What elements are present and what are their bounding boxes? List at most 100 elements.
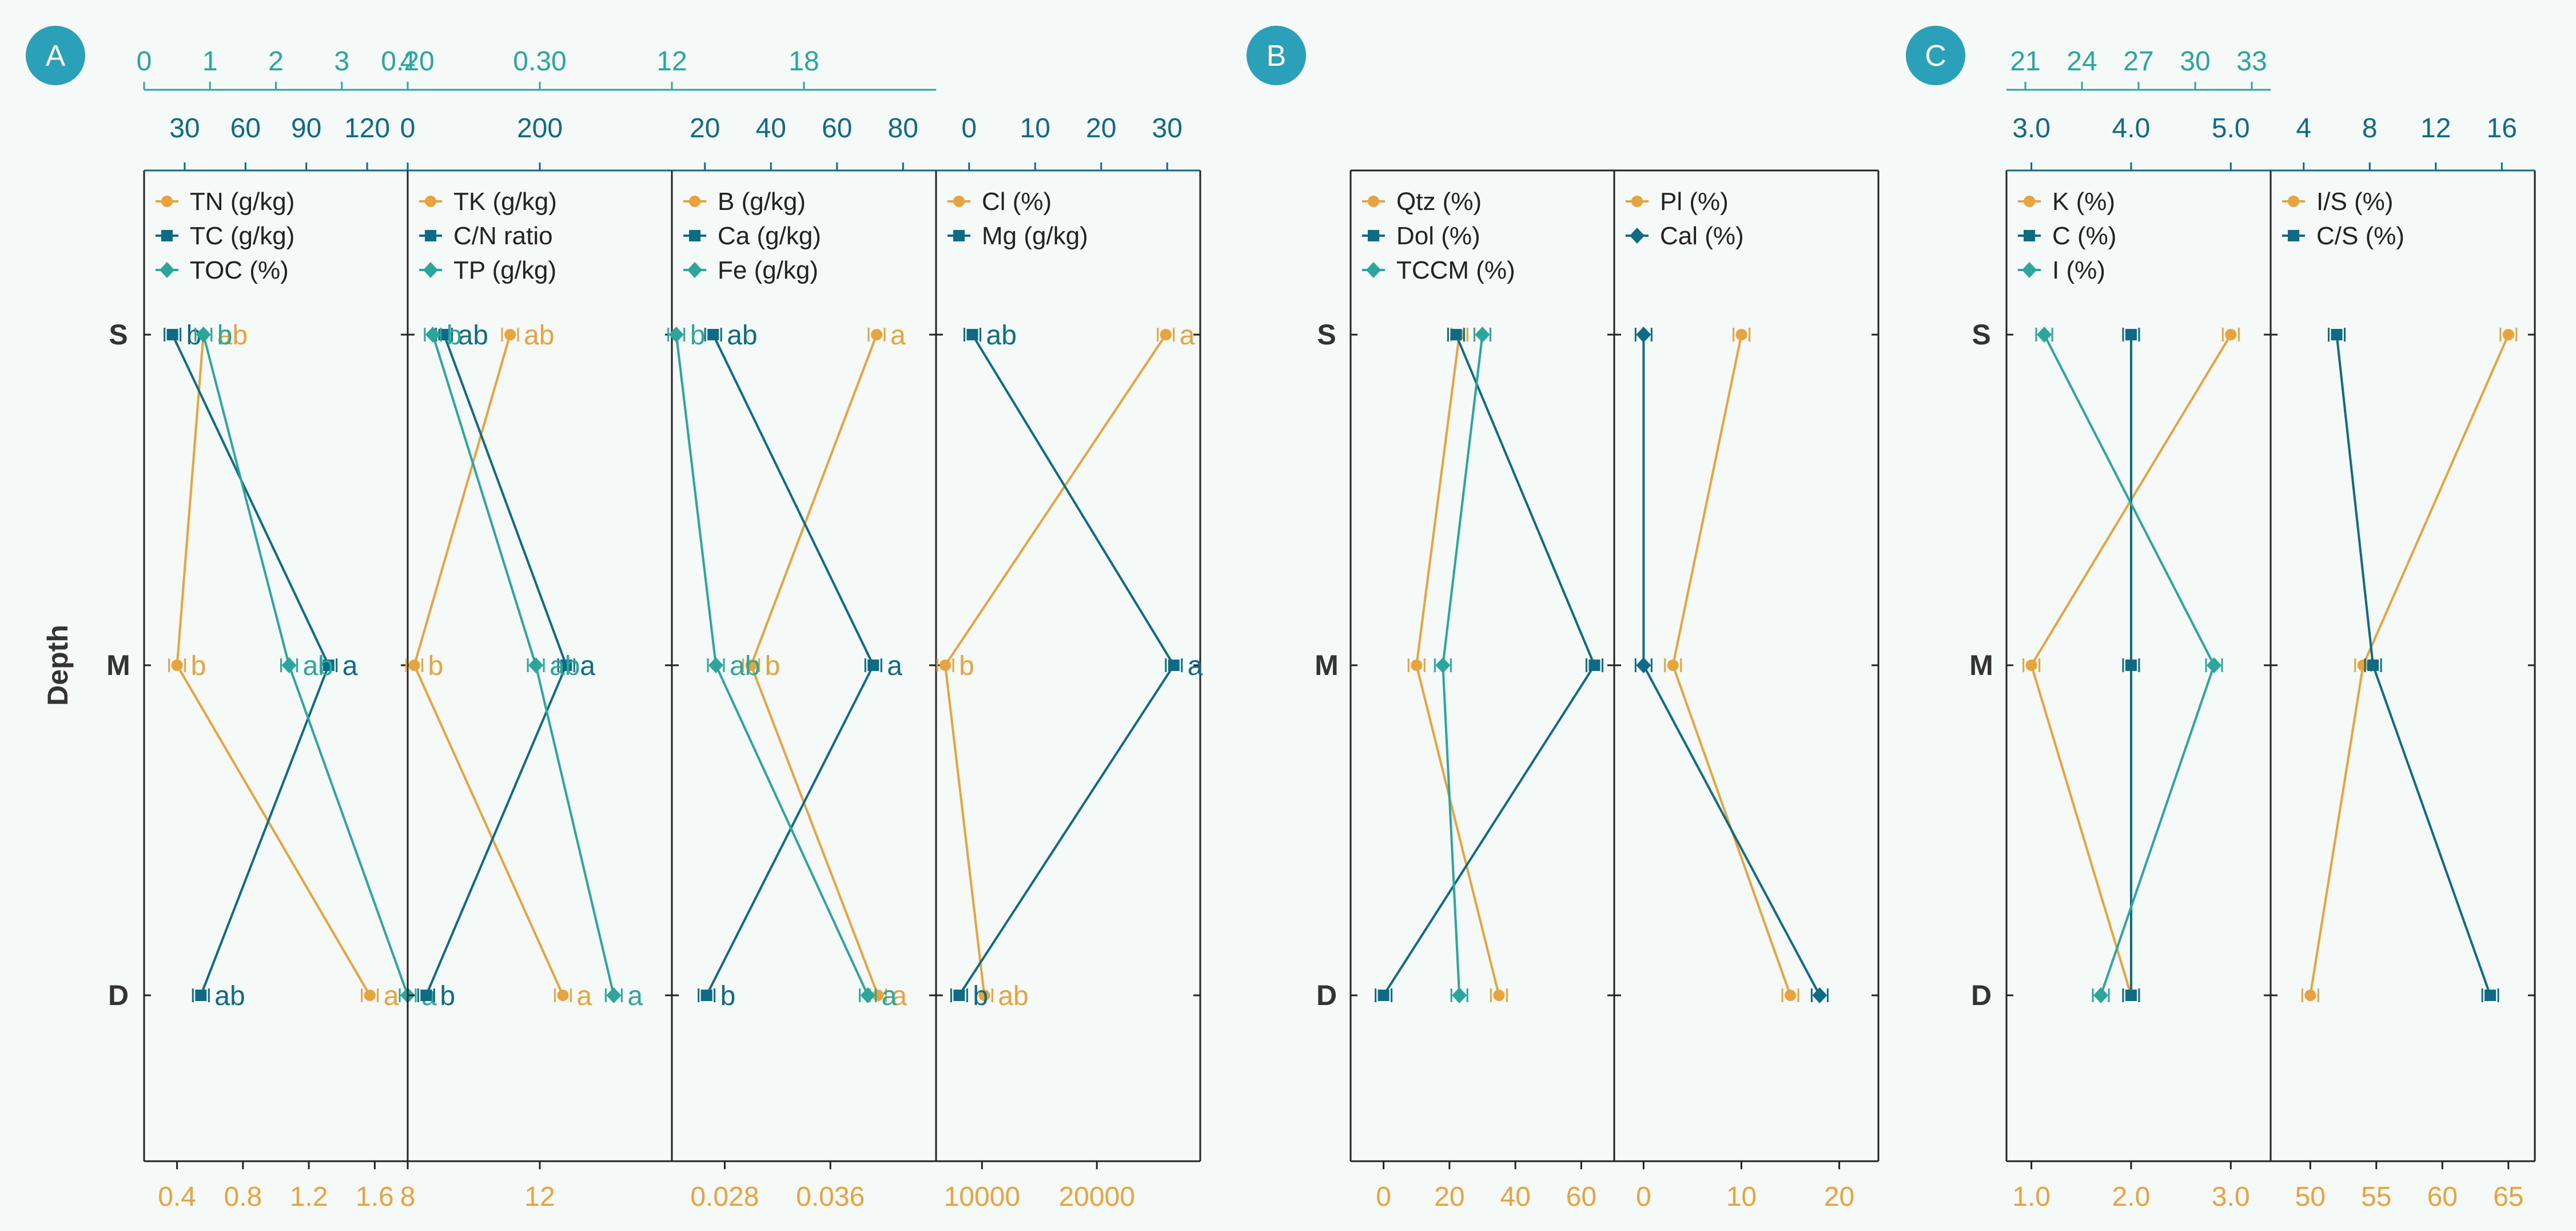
axis-bottom-tick-label: 60	[2427, 1182, 2458, 1212]
data-point-i-m	[2207, 657, 2221, 673]
series-line-i-s	[2309, 334, 2510, 996]
axis-top2-tick-label: 4	[400, 46, 416, 77]
legend-marker-k	[2024, 196, 2035, 207]
axis-bottom-tick-label: 40	[1500, 1182, 1530, 1212]
legend-label-c-s: C/S (%)	[2316, 222, 2404, 250]
axis-top1-tick-label: 90	[291, 113, 321, 144]
row-label-a-s: S	[109, 319, 128, 351]
data-point-k-m	[2025, 660, 2037, 671]
axis-top2-tick-label: 24	[2067, 46, 2097, 77]
depth-axis-label: Depth	[42, 625, 74, 706]
data-point-toc-m	[281, 657, 297, 673]
axis-top2-tick-label: 0.20	[381, 46, 434, 77]
axis-top1-tick-label: 80	[888, 113, 918, 144]
data-point-ca-g-kg-s	[707, 329, 719, 340]
legend-label-tp-g-kg: TP (g/kg)	[453, 256, 556, 284]
legend-marker-tccm	[1366, 262, 1381, 278]
data-point-dol-d	[1377, 990, 1389, 1001]
legend-marker-toc	[160, 262, 174, 278]
legend-label-tn-g-kg: TN (g/kg)	[190, 188, 294, 216]
axis-bottom-tick-label: 0	[1376, 1182, 1391, 1212]
sig-letter-tc-g-kg-d: ab	[214, 981, 245, 1011]
data-point-c-s-m	[2367, 660, 2379, 671]
data-point-tp-g-kg-d	[606, 987, 622, 1003]
axis-bottom-tick-label: 1.6	[356, 1182, 394, 1212]
data-point-k-s	[2225, 329, 2237, 340]
data-point-ca-g-kg-m	[867, 660, 879, 671]
axis-top1-tick-label: 0	[400, 113, 416, 144]
sig-letter-b-g-kg-d: a	[891, 981, 907, 1011]
data-point-i-s-s	[2502, 329, 2514, 340]
axis-bottom-tick-label: 0.036	[796, 1182, 865, 1212]
legend-marker-tp-g-kg	[423, 262, 438, 278]
panel-c2: 4 8 12 16 50 55 60 65 I/S (%) C/S (%)	[2270, 113, 2536, 1212]
series-line-mg-g-kg	[958, 333, 1176, 996]
axis-top1-tick-label: 5.0	[2212, 113, 2250, 144]
axis-top1-tick-label: 30	[1152, 113, 1183, 144]
legend-marker-tk-g-kg	[425, 196, 436, 207]
legend-label-dol: Dol (%)	[1396, 222, 1480, 250]
sig-letter-c-n-ratio-s: ab	[458, 320, 488, 351]
data-point-cl-d	[978, 990, 990, 1001]
axis-top2-tick-label: 27	[2123, 46, 2153, 77]
sig-letter-tk-g-kg-d: a	[576, 981, 592, 1011]
row-label-b-s: S	[1317, 319, 1336, 351]
row-label-a-m: M	[106, 649, 130, 681]
data-point-qtz-d	[1493, 990, 1505, 1001]
axis-bottom-tick-label: 20	[1824, 1182, 1854, 1212]
data-point-dol-s	[1450, 329, 1462, 340]
legend-marker-pl	[1631, 196, 1643, 207]
row-label-b-d: D	[1316, 979, 1337, 1011]
sig-letter-tp-g-kg-s: b	[447, 320, 462, 351]
legend-label-tccm: TCCM (%)	[1396, 256, 1515, 284]
legend-label-i-s: I/S (%)	[2316, 188, 2393, 216]
axis-bottom-tick-label: 0.028	[690, 1182, 759, 1212]
axis-bottom-tick-label: 65	[2493, 1182, 2523, 1212]
data-point-toc-s	[196, 327, 211, 343]
axis-bottom-tick-label: 20000	[1058, 1182, 1134, 1212]
data-point-tn-g-kg-m	[171, 660, 183, 671]
panel-badge-label-a: A	[46, 39, 66, 73]
data-point-cal-s	[1636, 327, 1651, 343]
legend-label-c-n-ratio: C/N ratio	[453, 222, 553, 250]
legend-label-c: C (%)	[2052, 222, 2116, 250]
depth-row-labels: S M D S M D S M D	[106, 319, 1993, 1011]
legend-marker-mg-g-kg	[953, 230, 965, 241]
sig-letter-c-n-ratio-m: a	[580, 651, 595, 681]
axis-bottom-tick-label: 2.0	[2112, 1182, 2151, 1212]
panel-a2: 0.20 0.30 0 200 8 12 TK (g/kg) C/N ratio TP (g/k…	[381, 46, 673, 1212]
axis-top1-tick-label: 20	[1086, 113, 1116, 144]
row-label-b-m: M	[1315, 649, 1339, 681]
axis-bottom-tick-label: 10000	[944, 1182, 1020, 1212]
data-point-mg-g-kg-d	[953, 990, 965, 1001]
legend-label-tk-g-kg: TK (g/kg)	[453, 188, 557, 216]
axis-top2-tick-label: 12	[656, 46, 687, 77]
axis-top1-tick-label: 8	[2362, 113, 2378, 144]
sig-letter-mg-g-kg-d: b	[973, 981, 988, 1011]
panel-a: 0 1 2 3 4 30 60 90 120 0.4 0.8 1.2 1.6 TN (g/kg) TC (g…	[137, 46, 437, 1212]
legend-label-cl: Cl (%)	[982, 188, 1052, 216]
axis-bottom-tick-label: 8	[400, 1182, 416, 1212]
panel-a3: 12 18 20 40 60 80 0.028 0.036 B (g/kg) Ca (g/kg) F…	[656, 46, 937, 1212]
data-point-tk-g-kg-s	[504, 329, 516, 340]
axis-top1-tick-label: 10	[1020, 113, 1050, 144]
legend-marker-cal	[1630, 228, 1645, 244]
data-point-b-g-kg-s	[871, 329, 883, 340]
sig-letter-b-g-kg-m: b	[765, 651, 781, 681]
data-point-qtz-m	[1411, 660, 1423, 671]
data-point-c-n-ratio-m	[560, 660, 572, 671]
data-point-tp-g-kg-m	[528, 657, 544, 673]
legend-marker-ca-g-kg	[689, 230, 700, 241]
axis-bottom-tick-label: 0.4	[158, 1182, 196, 1212]
legend-label-fe-g-kg: Fe (g/kg)	[718, 256, 818, 284]
data-point-fe-g-kg-s	[668, 327, 684, 343]
panel-b: 0 20 40 60 Qtz (%) Dol (%) TCCM (%)	[1349, 169, 1615, 1212]
legend-label-cal: Cal (%)	[1660, 222, 1744, 250]
data-point-b-g-kg-m	[745, 660, 757, 671]
axis-top1-tick-label: 0	[961, 113, 977, 144]
sig-letter-toc-m: ab	[303, 651, 333, 681]
legend-marker-fe-g-kg	[687, 262, 702, 278]
